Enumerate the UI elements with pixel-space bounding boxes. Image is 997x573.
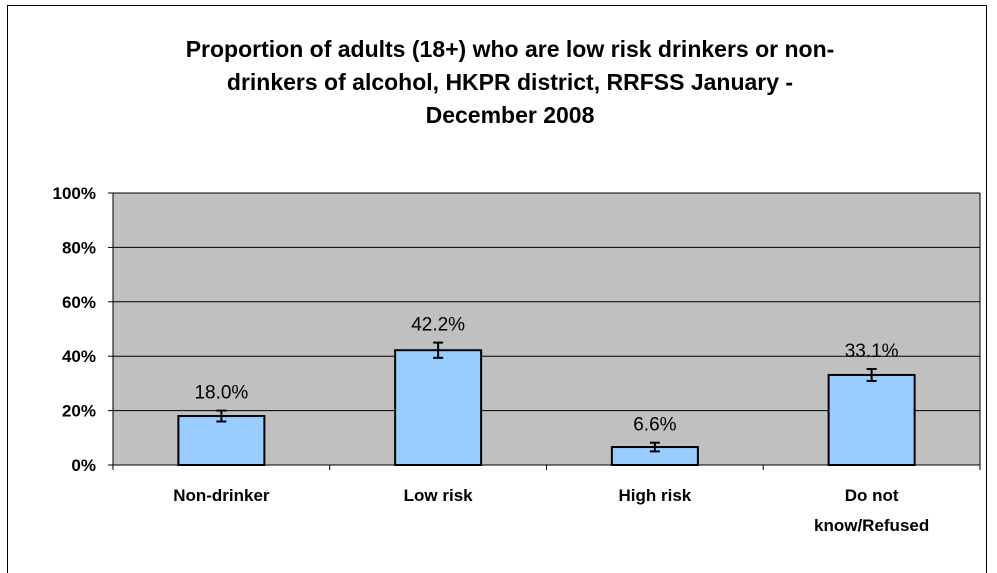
y-tick-label-40: 40%	[62, 347, 96, 366]
axes	[108, 192, 981, 470]
bar-1	[394, 349, 483, 466]
bars	[177, 349, 916, 467]
y-tick-label-0: 0%	[71, 456, 96, 475]
error-bar-1	[433, 341, 444, 359]
chart-title-line-1: Proportion of adults (18+) who are low r…	[185, 36, 835, 62]
error-bar-0	[216, 409, 227, 423]
y-tick-label-80: 80%	[62, 238, 96, 257]
chart-title-line-3: December 2008	[425, 102, 595, 128]
data-label-0: 18.0%	[194, 383, 248, 404]
chart-title: Proportion of adults (18+) who are low r…	[130, 33, 890, 132]
chart-title-line-2: drinkers of alcohol, HKPR district, RRFS…	[226, 69, 794, 95]
y-tick-label-60: 60%	[62, 293, 96, 312]
error-bars	[216, 341, 877, 453]
bar-0	[177, 415, 266, 467]
error-bar-2	[649, 441, 660, 453]
labels: 18.0% Non-drinker 42.2% Low risk 6.6% High ri…	[53, 184, 930, 535]
data-label-3: 33.1%	[845, 341, 899, 362]
category-label-3-1: know/Refused	[814, 516, 929, 535]
error-bar-3	[866, 367, 877, 382]
data-label-2: 6.6%	[633, 415, 676, 436]
y-tick-label-20: 20%	[62, 402, 96, 421]
data-label-1: 42.2%	[411, 315, 465, 336]
category-label-1-0: Low risk	[404, 486, 474, 505]
bar-3	[827, 373, 916, 466]
category-label-0-0: Non-drinker	[173, 486, 270, 505]
category-label-2-0: High risk	[619, 486, 692, 505]
category-label-3-0: Do not	[845, 486, 899, 505]
y-tick-label-100: 100%	[53, 184, 96, 203]
